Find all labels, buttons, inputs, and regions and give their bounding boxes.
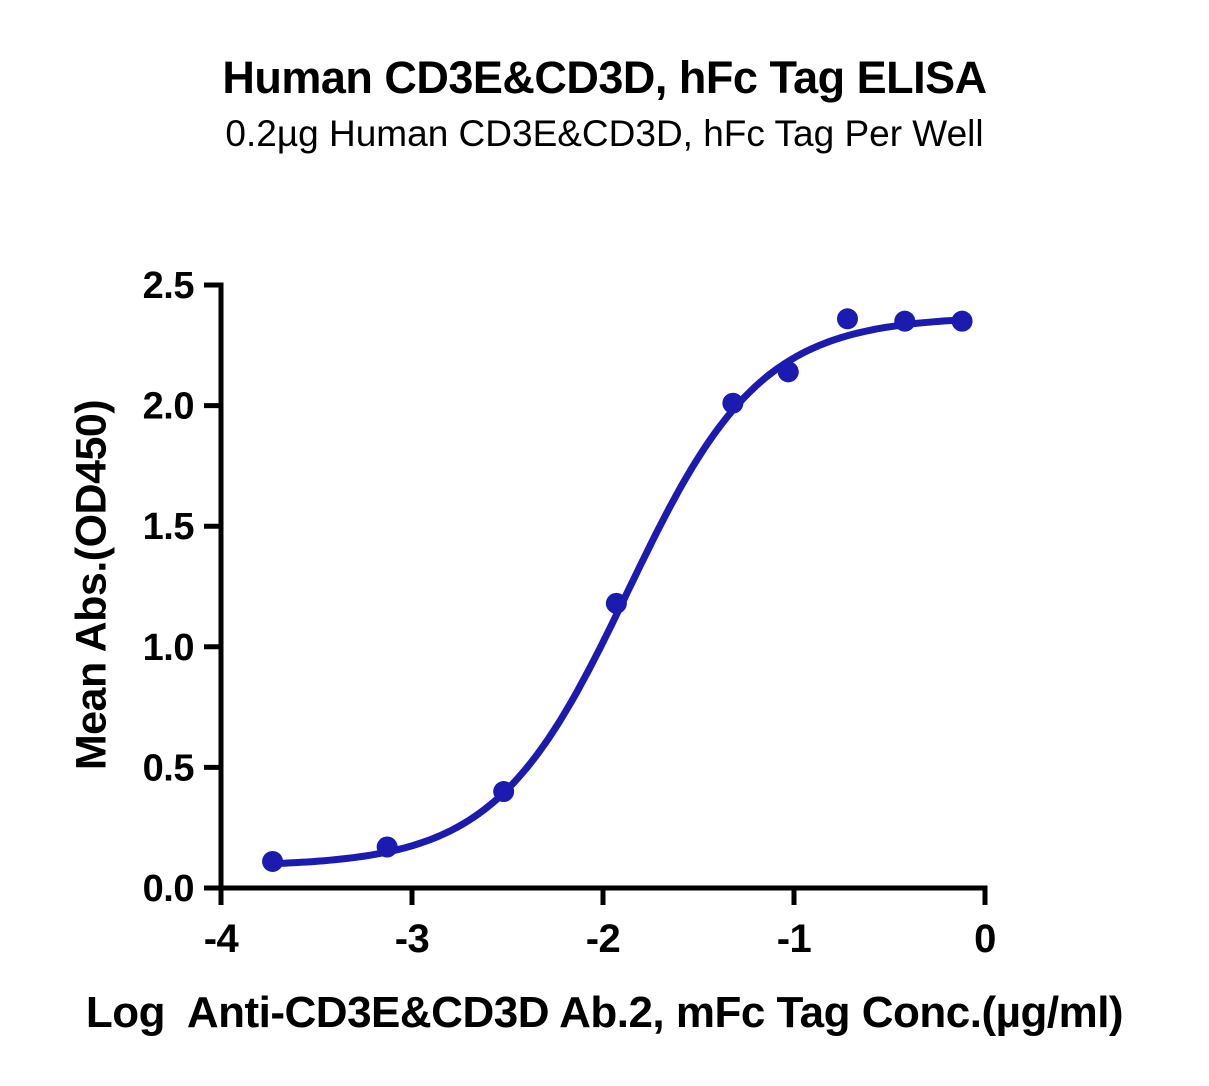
y-tick-label: 2.0 — [143, 386, 194, 428]
y-tick-label: 1.0 — [143, 627, 194, 669]
y-tick-label: 2.5 — [143, 265, 195, 307]
y-tick-label: 0.0 — [143, 868, 194, 910]
chart-title: Human CD3E&CD3D, hFc Tag ELISA — [222, 52, 987, 103]
data-point-dot — [951, 310, 973, 332]
x-tick-label: -2 — [586, 917, 621, 961]
x-tick-label: -1 — [777, 917, 812, 961]
x-tick-label: -4 — [204, 917, 240, 961]
data-point-dot — [722, 392, 744, 414]
data-point-dot — [376, 836, 398, 858]
data-point-dot — [262, 850, 284, 872]
x-tick-label: 0 — [974, 917, 996, 961]
fit-curve-line — [269, 316, 966, 868]
data-point-dot — [894, 310, 916, 332]
data-point-dot — [605, 592, 627, 614]
y-tick-label: 0.5 — [143, 747, 195, 789]
data-point-dot — [493, 781, 515, 803]
y-tick-label: 1.5 — [143, 506, 195, 548]
data-point-dot — [777, 361, 799, 383]
axis-spine — [218, 282, 988, 891]
chart-subtitle: 0.2µg Human CD3E&CD3D, hFc Tag Per Well — [225, 113, 984, 154]
x-tick-label: -3 — [395, 917, 430, 961]
data-point-dot — [836, 308, 858, 330]
x-axis-title: Log Anti-CD3E&CD3D Ab.2, mFc Tag Conc.(µ… — [85, 988, 1124, 1037]
